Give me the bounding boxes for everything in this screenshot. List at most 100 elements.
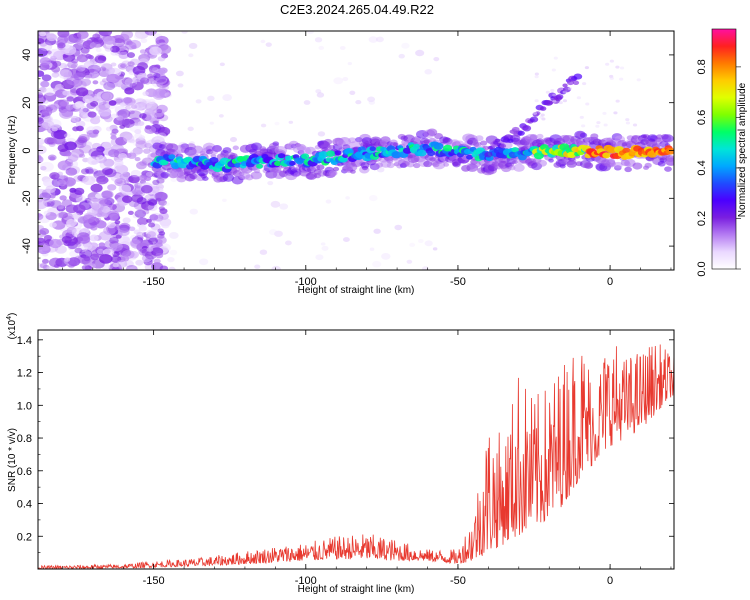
spectrogram-cell	[271, 265, 281, 270]
spectrogram-cell	[103, 226, 116, 236]
spectrogram-cell	[99, 160, 113, 170]
spectrogram-cell	[212, 145, 223, 153]
spectrogram-cell	[112, 38, 126, 48]
spectrogram-cell	[138, 174, 148, 181]
spectrogram-cell	[595, 124, 600, 128]
spectrogram-cell	[41, 74, 52, 82]
spectrogram-cell	[73, 204, 86, 214]
spectrogram-cell	[106, 221, 117, 229]
spectrogram-cell	[43, 210, 51, 216]
spectrogram-cell	[187, 126, 194, 132]
spectrogram-cell	[315, 254, 324, 261]
spectrogram-cell	[97, 206, 112, 217]
spectrogram-cell	[584, 66, 590, 70]
spectrogram-cell	[83, 72, 93, 79]
spectrogram-cell	[134, 157, 141, 162]
spectrogram-cell	[67, 60, 78, 69]
spectrogram-cell	[552, 99, 557, 103]
spectrogram-cell	[118, 153, 128, 160]
spectrogram-cell	[130, 169, 142, 178]
spectrogram-cell	[665, 158, 674, 166]
spectrogram-cell	[573, 73, 583, 80]
spectrogram-cell	[321, 245, 329, 251]
spectrogram-cell	[43, 234, 52, 241]
spectrogram-cell	[418, 239, 424, 244]
spectrogram-cell	[426, 128, 438, 136]
spectrogram-cell	[473, 141, 482, 148]
spectrogram-cell	[148, 237, 159, 245]
spectrogram-cell	[129, 58, 140, 66]
spectrogram-cell	[120, 31, 134, 39]
spectrogram-cell	[583, 161, 594, 169]
spectrogram-cell	[344, 148, 354, 155]
spectrogram-cell	[150, 152, 158, 158]
spectrogram-cell	[139, 160, 148, 166]
spectrogram-cell	[69, 187, 77, 193]
spectrogram-cell	[107, 184, 117, 191]
spectrogram-cell	[140, 38, 148, 44]
spectrogram-cell	[130, 234, 138, 241]
spectrogram-cell	[274, 160, 282, 167]
spectrogram-cell	[622, 147, 631, 154]
spectrogram-cell	[128, 138, 136, 144]
spectrogram-cell	[136, 231, 145, 238]
spectrogram-cell	[272, 141, 280, 147]
spectrogram-cell	[534, 75, 539, 79]
colorbar-tick-label: 0.8	[696, 59, 708, 74]
spectrogram-cell	[551, 68, 556, 72]
spectrogram-cell	[126, 264, 138, 270]
spectrogram-cell	[147, 204, 158, 212]
spectrogram-cell	[609, 59, 614, 63]
spectrogram-cell	[350, 169, 356, 174]
spectrogram-cell	[306, 172, 317, 180]
spectrogram-cell	[572, 80, 580, 85]
spectrogram-cell	[624, 166, 632, 173]
spectrogram-cell	[121, 77, 133, 86]
spectrogram-cell	[153, 258, 161, 264]
spectrogram-cell	[45, 185, 56, 193]
spectrogram-cell	[38, 230, 47, 238]
spectrogram-cell	[529, 116, 539, 123]
spectrogram-cell	[250, 171, 262, 180]
spectrogram-cell	[349, 90, 356, 95]
spectrogram-cell	[562, 83, 568, 88]
spectrogram-cell	[38, 94, 46, 105]
spectrogram-cell	[553, 56, 558, 60]
spectrogram-cell	[48, 138, 58, 145]
spectrogram-cell	[386, 158, 394, 164]
spectrogram-cell	[417, 149, 427, 157]
spectrogram-cell	[555, 94, 564, 100]
spectrogram-cell	[89, 234, 99, 242]
snr-y-multiplier: (x104)	[6, 313, 18, 340]
spectrogram-cell	[114, 177, 127, 187]
spectrogram-cell	[96, 175, 109, 185]
spectrogram-cell	[66, 219, 77, 227]
spectrogram-cell	[115, 234, 122, 239]
spectrogram-cell	[128, 109, 135, 115]
spectrogram-cell	[43, 87, 56, 96]
spectrogram-cell	[51, 72, 60, 78]
spectrogram-cell	[59, 62, 68, 69]
spectrogram-cell	[85, 168, 94, 175]
spectrogram-cell	[141, 255, 152, 263]
spectrogram-cell	[131, 45, 137, 50]
spectrogram-cell	[126, 52, 136, 58]
spectrogram-cell	[316, 92, 325, 98]
spectrogram-cell	[151, 262, 164, 270]
spectrogram-cell	[119, 102, 126, 107]
spectrogram-cell	[567, 151, 577, 159]
spectrogram-cell	[136, 217, 149, 226]
spectrogram-cell	[130, 104, 138, 109]
y-tick-label: 0.6	[17, 466, 32, 478]
spectrogram-cell	[342, 237, 350, 243]
spectrogram-cell	[181, 31, 188, 34]
spectrogram-cell	[391, 151, 402, 159]
spectrogram-cell	[149, 212, 162, 222]
spectrogram-cell	[82, 40, 96, 50]
colorbar-label: Normalized spectral amplitude	[737, 82, 748, 217]
spectrogram-cell	[78, 133, 90, 143]
spectrogram-cell	[83, 141, 93, 148]
spectrogram-cell	[99, 254, 113, 264]
spectrogram-cell	[480, 140, 488, 146]
spectrogram-cell	[206, 149, 214, 155]
